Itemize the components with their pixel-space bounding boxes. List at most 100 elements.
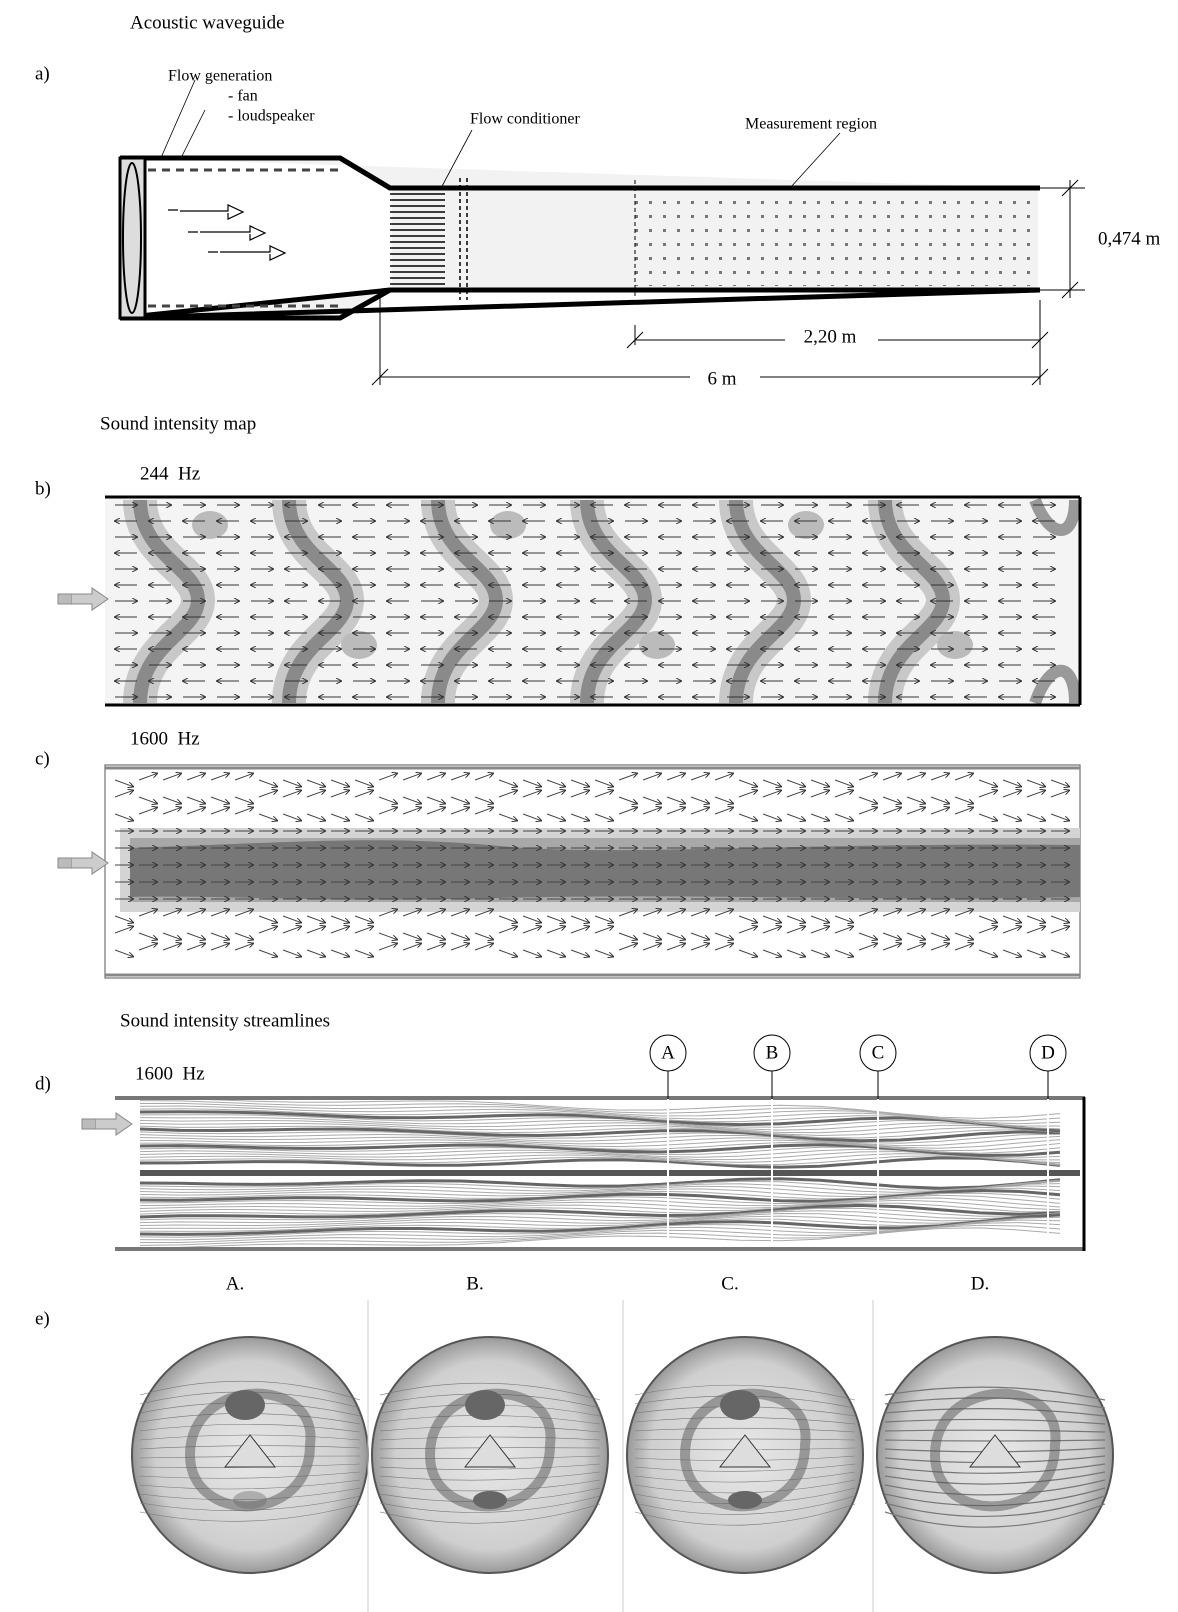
section-marker	[753, 1034, 791, 1072]
vector	[930, 773, 949, 781]
center-feature	[718, 1434, 772, 1468]
section-title: Acoustic waveguide	[130, 12, 285, 33]
contour-band	[580, 499, 653, 704]
vector	[450, 943, 469, 951]
streamline	[139, 1203, 1061, 1219]
contour-blob	[341, 631, 377, 659]
section-marker	[649, 1034, 687, 1072]
vector	[258, 813, 277, 821]
vector	[402, 943, 421, 951]
vector	[738, 926, 757, 934]
vector	[378, 932, 397, 940]
center-feature	[223, 1434, 277, 1468]
vector	[954, 807, 973, 815]
dimension-label: 6 m	[707, 368, 736, 389]
vector	[882, 796, 901, 804]
streamline	[139, 1153, 1061, 1165]
vector	[810, 915, 829, 923]
section-label: B.	[466, 1273, 483, 1294]
vector	[498, 779, 517, 787]
vector	[954, 796, 973, 804]
vector	[282, 915, 301, 923]
waveguide-drawing	[118, 79, 1085, 386]
vector	[186, 807, 205, 815]
vortex-ring	[425, 1388, 556, 1512]
panel-label: d)	[35, 1073, 51, 1094]
streamline	[139, 1210, 1061, 1224]
streamline	[139, 1487, 361, 1501]
vector	[930, 807, 949, 815]
section-marker	[859, 1034, 897, 1072]
vector	[666, 943, 685, 951]
vector	[186, 943, 205, 951]
streamlines	[139, 1097, 1080, 1249]
streamline	[139, 1139, 1061, 1152]
streamline	[139, 1380, 361, 1401]
vector	[474, 943, 493, 951]
panel-label: c)	[35, 748, 50, 769]
vector	[906, 943, 925, 951]
streamline	[139, 1131, 1061, 1144]
vector	[114, 790, 133, 798]
center-feature	[968, 1434, 1022, 1468]
vector	[138, 932, 157, 940]
vector	[786, 813, 805, 821]
vector	[978, 813, 997, 821]
vector	[834, 915, 853, 923]
vector	[642, 909, 661, 917]
vector	[498, 813, 517, 821]
vector	[810, 949, 829, 957]
vector	[762, 813, 781, 821]
streamline	[139, 1212, 1061, 1232]
vector	[162, 807, 181, 815]
vector	[546, 790, 565, 798]
intensity-blob	[225, 1390, 265, 1420]
vector	[834, 779, 853, 787]
vector	[930, 932, 949, 940]
vector	[594, 813, 613, 821]
intensity-vectors	[115, 505, 1055, 697]
section-label: A	[661, 1042, 675, 1063]
vector	[762, 779, 781, 787]
vector	[642, 796, 661, 804]
vector	[570, 790, 589, 798]
vector	[786, 949, 805, 957]
streamline	[139, 1180, 1061, 1193]
annotation: Flow conditioner	[470, 111, 580, 128]
streamline	[139, 1119, 1061, 1134]
streamline	[379, 1495, 601, 1513]
vector	[1002, 790, 1021, 798]
intensity-blob	[233, 1491, 267, 1509]
vector	[714, 932, 733, 940]
streamline	[139, 1125, 1061, 1139]
streamline	[379, 1382, 601, 1401]
vector	[618, 932, 637, 940]
section-marker	[1029, 1034, 1067, 1072]
frequency-label: 244 Hz	[140, 463, 200, 484]
intensity-blob	[473, 1491, 507, 1509]
vector	[882, 909, 901, 917]
vector	[618, 796, 637, 804]
vector	[354, 949, 373, 957]
vector	[210, 932, 229, 940]
annotation: Measurement region	[745, 116, 877, 133]
vector	[354, 915, 373, 923]
vector	[498, 915, 517, 923]
vector	[714, 773, 733, 781]
streamline	[139, 1224, 1061, 1246]
vector	[450, 932, 469, 940]
vector	[474, 932, 493, 940]
vector	[762, 949, 781, 957]
vector	[426, 773, 445, 781]
vector	[978, 790, 997, 798]
vector	[162, 909, 181, 917]
vector	[282, 790, 301, 798]
vector	[282, 926, 301, 934]
streamline	[139, 1213, 1061, 1236]
streamline	[139, 1110, 1061, 1133]
vector	[474, 909, 493, 917]
vector	[666, 796, 685, 804]
vector	[234, 773, 253, 781]
